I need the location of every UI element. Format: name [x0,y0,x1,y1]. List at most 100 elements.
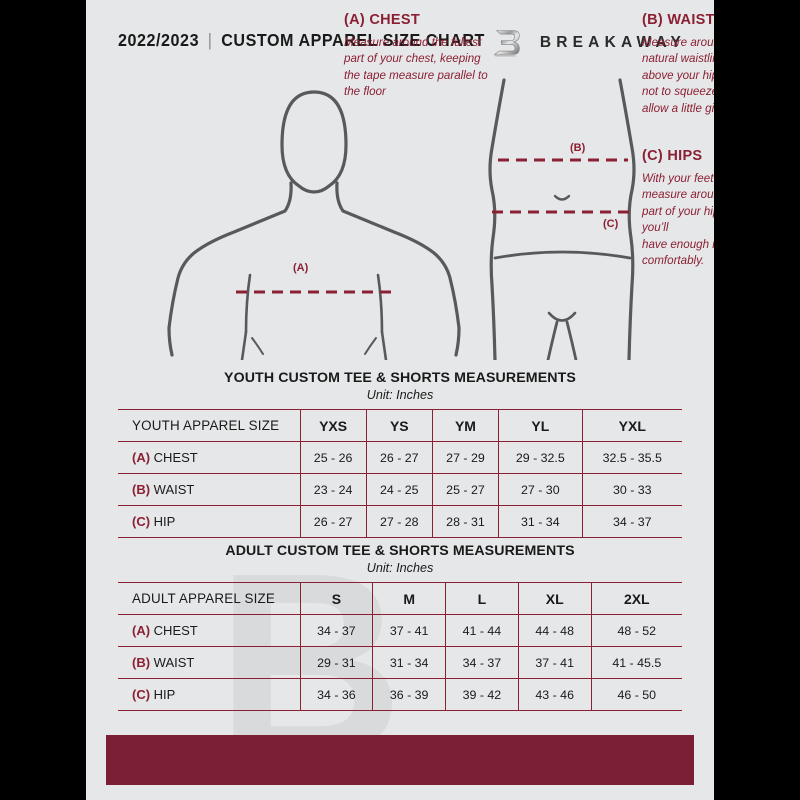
table-cell: 34 - 36 [299,678,373,711]
row-label: (A) CHEST [118,614,300,647]
table-row: (C) HIP 26 - 27 27 - 28 28 - 31 31 - 34 … [118,505,682,538]
header-separator: | [207,30,213,50]
annotation-hips-title: (C) HIPS [642,148,703,164]
row-name: HIP [153,687,176,702]
row-name: CHEST [153,623,198,638]
table-cell: 28 - 31 [431,505,499,538]
upper-body-figure [167,90,461,360]
annotation-hips-body: With your feet together, measure around … [642,172,714,268]
row-code: (A) [132,623,151,638]
column-header: YM [431,409,499,442]
table-cell: 24 - 25 [365,473,433,506]
measurement-illustrations: (A) (B) (C) [86,70,714,360]
table-cell: 29 - 32.5 [498,441,583,474]
annotation-chest-body: Measure around the fullest part of your … [344,36,488,99]
table-cell: 30 - 33 [581,473,682,506]
youth-size-table-block: YOUTH CUSTOM TEE & SHORTS MEASUREMENTS U… [118,370,682,538]
column-header: YL [498,409,583,442]
table-row: (A) CHEST 34 - 37 37 - 41 41 - 44 44 - 4… [118,614,682,647]
table-cell: 32.5 - 35.5 [581,441,682,474]
table-cell: 44 - 48 [517,614,592,647]
column-header: YXL [581,409,682,442]
table-cell: 37 - 41 [517,646,592,679]
table-cell: 27 - 30 [498,473,583,506]
row-label: (C) HIP [118,678,300,711]
marker-b-label: (B) [570,142,586,154]
table-cell: 37 - 41 [372,614,446,647]
row-label: (C) HIP [118,505,300,538]
marker-a-label: (A) [293,262,309,274]
table-cell: 23 - 24 [299,473,367,506]
page-header: 2022/2023 | CUSTOM APPAREL SIZE CHART BR… [86,0,714,74]
table-cell: 25 - 27 [431,473,499,506]
youth-size-label: YOUTH APPAREL SIZE [118,409,300,442]
body-figures-svg [167,78,636,360]
table-cell: 48 - 52 [590,614,682,647]
row-name: WAIST [153,482,195,497]
adult-table-unit: Unit: Inches [366,561,434,575]
column-header: XL [517,582,592,615]
youth-table-title: YOUTH CUSTOM TEE & SHORTS MEASUREMENTS [224,370,576,386]
column-header: S [299,582,373,615]
table-cell: 27 - 28 [365,505,433,538]
column-header: M [372,582,446,615]
table-cell: 43 - 46 [517,678,592,711]
annotation-chest: (A) CHEST Measure around the fullest par… [344,12,494,101]
table-header-row: ADULT APPAREL SIZE S M L XL 2XL [118,582,682,615]
youth-table-unit: Unit: Inches [366,388,434,402]
marker-c-label: (C) [603,218,619,230]
table-cell: 26 - 27 [299,505,367,538]
table-cell: 34 - 37 [299,614,373,647]
row-code: (C) [132,514,151,529]
table-cell: 25 - 26 [299,441,367,474]
table-cell: 31 - 34 [372,646,446,679]
table-cell: 39 - 42 [445,678,519,711]
row-label: (B) WAIST [118,473,300,506]
row-name: WAIST [153,655,195,670]
header-title-group: 2022/2023 | CUSTOM APPAREL SIZE CHART [118,30,485,51]
annotation-chest-title: (A) CHEST [344,12,420,28]
table-row: (C) HIP 34 - 36 36 - 39 39 - 42 43 - 46 … [118,678,682,711]
adult-table-title: ADULT CUSTOM TEE & SHORTS MEASUREMENTS [225,543,575,559]
annotation-hips: (C) HIPS With your feet together, measur… [642,148,714,270]
row-name: HIP [153,514,176,529]
table-cell: 34 - 37 [581,505,682,538]
row-code: (C) [132,687,151,702]
table-cell: 29 - 31 [299,646,373,679]
brand-lockup: BREAKAWAY [488,24,686,62]
adult-size-table: ADULT APPAREL SIZE S M L XL 2XL (A) CHES… [118,582,682,711]
row-label: (A) CHEST [118,441,300,474]
breakaway-b-monogram-icon [493,30,520,57]
footer-accent-bar [106,735,694,785]
table-cell: 26 - 27 [365,441,433,474]
table-row: (B) WAIST 29 - 31 31 - 34 34 - 37 37 - 4… [118,646,682,679]
row-code: (A) [132,450,151,465]
adult-size-label: ADULT APPAREL SIZE [118,582,300,615]
annotation-waist-body: Measure around your natural waistline – … [642,36,714,115]
column-header: 2XL [590,582,682,615]
adult-size-table-block: ADULT CUSTOM TEE & SHORTS MEASUREMENTS U… [118,543,682,711]
row-code: (B) [132,482,151,497]
header-season: 2022/2023 [118,30,200,50]
table-cell: 41 - 44 [445,614,519,647]
table-cell: 36 - 39 [372,678,446,711]
row-label: (B) WAIST [118,646,300,679]
size-chart-page: B 2022/2023 | CUSTOM APPAREL SIZE CHART [86,0,714,800]
table-cell: 27 - 29 [431,441,499,474]
brand-name: BREAKAWAY [539,34,686,51]
column-header: YS [365,409,433,442]
row-name: CHEST [153,450,198,465]
table-cell: 31 - 34 [498,505,583,538]
table-row: (B) WAIST 23 - 24 24 - 25 25 - 27 27 - 3… [118,473,682,506]
annotation-waist: (B) WAIST Measure around your natural wa… [642,12,714,117]
header-title: CUSTOM APPAREL SIZE CHART [221,30,485,50]
table-cell: 41 - 45.5 [590,646,682,679]
table-header-row: YOUTH APPAREL SIZE YXS YS YM YL YXL [118,409,682,442]
table-row: (A) CHEST 25 - 26 26 - 27 27 - 29 29 - 3… [118,441,682,474]
row-code: (B) [132,655,151,670]
column-header: L [445,582,519,615]
column-header: YXS [299,409,367,442]
annotation-waist-title: (B) WAIST [642,12,714,28]
youth-size-table: YOUTH APPAREL SIZE YXS YS YM YL YXL (A) … [118,409,682,538]
table-cell: 46 - 50 [590,678,682,711]
